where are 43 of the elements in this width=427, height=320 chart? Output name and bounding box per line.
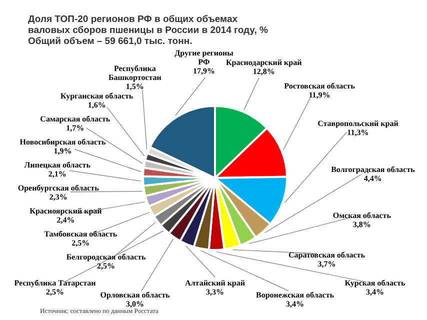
slice-label: Тамбовская область <box>44 230 118 238</box>
slice-label: Волгоградская область <box>331 164 416 174</box>
slice-label: Курганская область <box>60 92 134 100</box>
slice-label: Курская область <box>344 278 406 288</box>
data-label: 12,8% <box>252 67 275 76</box>
data-label: 11,9% <box>308 90 330 100</box>
data-label: 1,7% <box>66 124 84 132</box>
slice-label: Республика Татарстан <box>14 278 96 288</box>
slice-label: Омская область <box>332 211 392 220</box>
data-label: 2,5% <box>97 262 116 270</box>
data-label: 17,9% <box>192 66 215 76</box>
data-label: 1,6% <box>88 100 106 110</box>
slice-label: Краснодарский край <box>226 58 302 68</box>
slice-label: Орловская область <box>100 290 171 300</box>
slice-label: Саратовская область <box>288 250 366 260</box>
slice-label: Республика Башкортостан <box>108 64 162 82</box>
data-label: 3,0% <box>126 300 144 308</box>
slice-label: Алтайский край <box>185 278 246 288</box>
slice-label: Оренбургская область <box>18 184 100 192</box>
data-label: 1,9% <box>54 146 72 156</box>
slice-label: Белгородская область <box>66 252 146 262</box>
data-label: 4,4% <box>364 174 382 183</box>
slice-label: Самарская область <box>40 114 111 124</box>
data-label: 3,7% <box>318 260 336 269</box>
data-label: 3,3% <box>206 288 224 296</box>
data-label: 2,4% <box>56 216 75 224</box>
slice-label: Липецкая область <box>24 160 92 170</box>
data-label: 3,4% <box>366 288 384 296</box>
slice-label: Красноярский край <box>30 206 102 216</box>
chart-title: Доля ТОП-20 регионов РФ в общих объемах валовых сборов пшеницы в России в 2014 году, % <box>28 14 269 36</box>
data-label: 2,1% <box>48 170 66 178</box>
chart-subtitle: Общий объем – 59 661,0 тыс. тонн. <box>28 36 192 47</box>
slice-label: Ставропольский край <box>318 119 399 128</box>
data-label: 3,4% <box>286 300 304 308</box>
slice-label: Новосибирская область <box>20 138 106 146</box>
data-label: 2,3% <box>49 192 68 202</box>
slice-label: Ростовская область <box>284 81 356 90</box>
data-label: 11,3% <box>347 128 369 138</box>
data-label: 2,5% <box>46 288 64 296</box>
data-label: 1,5% <box>126 82 144 91</box>
data-label: 3,8% <box>352 220 371 230</box>
slice-label: Воронежская область <box>256 290 335 300</box>
data-label: 2,5% <box>72 238 90 248</box>
